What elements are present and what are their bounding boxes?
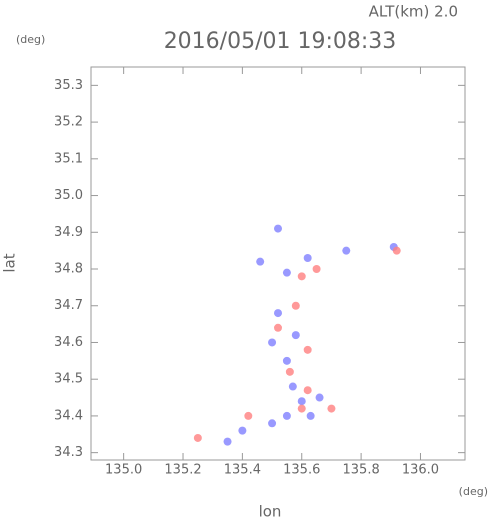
- echo-point: [315, 393, 324, 402]
- echo-point: [297, 272, 306, 281]
- echo-point: [274, 323, 282, 332]
- echo-point: [392, 246, 401, 255]
- echo-point: [288, 382, 297, 391]
- echo-point: [223, 437, 232, 446]
- echo-point: [268, 338, 277, 347]
- x-tick-label: 136.0: [402, 463, 439, 478]
- echo-point: [274, 224, 282, 233]
- echo-point: [303, 386, 312, 395]
- y-tick-label: 35.0: [54, 188, 83, 203]
- echo-point: [297, 404, 306, 413]
- echo-point: [297, 397, 306, 406]
- y-tick-label: 34.4: [54, 408, 83, 423]
- echo-point: [312, 265, 321, 274]
- x-axis-label: lon: [259, 503, 282, 521]
- plot-frame: [90, 66, 466, 461]
- altitude-label: ALT(km) 2.0: [369, 3, 458, 21]
- y-tick-label: 34.3: [54, 445, 83, 460]
- y-tick-label: 34.8: [54, 262, 83, 277]
- x-tick-label: 135.2: [164, 463, 201, 478]
- echo-point: [282, 268, 291, 277]
- y-tick-label: 34.5: [54, 372, 83, 387]
- y-tick-label: 34.7: [54, 298, 83, 313]
- x-tick-label: 135.8: [343, 463, 380, 478]
- echo-point: [268, 419, 277, 428]
- y-tick-label: 35.2: [54, 115, 83, 130]
- echo-point: [303, 345, 312, 354]
- echo-point: [342, 246, 351, 255]
- echo-point: [238, 426, 247, 435]
- echo-point: [193, 433, 202, 442]
- echo-point: [327, 404, 336, 413]
- echo-point: [256, 257, 265, 266]
- y-tick-label: 34.6: [54, 335, 83, 350]
- echo-point: [303, 253, 312, 262]
- echo-point: [285, 367, 294, 376]
- echo-point: [306, 411, 315, 420]
- echo-point: [274, 309, 282, 318]
- y-tick-label: 35.1: [54, 151, 83, 166]
- x-tick-label: 135.0: [105, 463, 142, 478]
- echo-point: [244, 411, 253, 420]
- x-tick-label: 135.6: [283, 463, 320, 478]
- echo-point: [291, 331, 300, 340]
- echo-point: [282, 356, 291, 365]
- y-tick-label: 35.3: [54, 78, 83, 93]
- chart-title: 2016/05/01 19:08:33: [164, 29, 397, 54]
- y-tick-label: 34.9: [54, 225, 83, 240]
- echo-point: [291, 301, 300, 310]
- x-tick-label: 135.4: [224, 463, 261, 478]
- x-unit: (deg): [459, 485, 488, 498]
- echo-point: [282, 411, 291, 420]
- y-unit: (deg): [16, 33, 45, 46]
- y-axis-label: lat: [1, 253, 19, 272]
